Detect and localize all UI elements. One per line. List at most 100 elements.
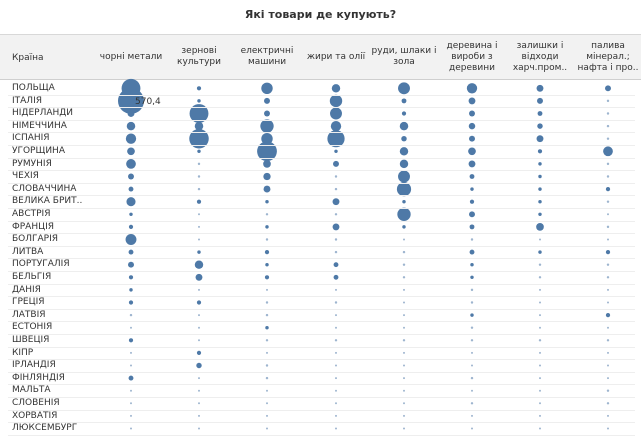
data-bubble[interactable]	[265, 199, 269, 204]
data-bubble[interactable]	[194, 260, 204, 269]
data-bubble[interactable]	[539, 351, 541, 354]
data-bubble[interactable]	[266, 402, 268, 405]
data-bubble[interactable]	[471, 427, 473, 430]
data-bubble[interactable]	[335, 351, 337, 354]
data-bubble[interactable]	[402, 276, 406, 279]
data-bubble[interactable]	[128, 224, 134, 230]
data-bubble[interactable]	[265, 325, 269, 330]
data-bubble[interactable]	[470, 275, 474, 280]
data-bubble[interactable]	[607, 213, 609, 216]
data-bubble[interactable]	[399, 159, 409, 169]
data-bubble[interactable]	[603, 146, 613, 157]
data-bubble[interactable]	[266, 389, 268, 392]
data-bubble[interactable]	[471, 351, 473, 354]
data-bubble[interactable]	[264, 249, 270, 255]
data-bubble[interactable]	[470, 238, 474, 241]
data-bubble[interactable]	[335, 364, 337, 367]
data-bubble[interactable]	[198, 339, 200, 342]
data-bubble[interactable]	[605, 186, 611, 192]
data-bubble[interactable]	[538, 199, 542, 204]
data-bubble[interactable]	[469, 249, 475, 255]
data-bubble[interactable]	[129, 212, 133, 217]
data-bubble[interactable]	[538, 162, 542, 166]
data-bubble[interactable]	[198, 238, 200, 241]
data-bubble[interactable]	[539, 364, 541, 367]
data-bubble[interactable]	[401, 111, 407, 116]
data-bubble[interactable]	[539, 314, 541, 317]
data-bubble[interactable]	[606, 263, 610, 266]
data-bubble[interactable]	[607, 238, 609, 241]
data-bubble[interactable]	[403, 238, 405, 241]
data-bubble[interactable]	[195, 273, 203, 281]
data-bubble[interactable]	[536, 135, 544, 143]
data-bubble[interactable]	[399, 147, 409, 156]
data-bubble[interactable]	[469, 199, 475, 204]
data-bubble[interactable]	[334, 187, 338, 191]
data-bubble[interactable]	[539, 402, 541, 405]
data-bubble[interactable]	[130, 414, 132, 417]
data-bubble[interactable]	[539, 326, 541, 329]
data-bubble[interactable]	[264, 110, 270, 117]
column-header[interactable]: залишки і відходи харч.пром..	[512, 40, 568, 73]
data-bubble[interactable]	[128, 275, 134, 280]
data-bubble[interactable]	[538, 339, 542, 342]
data-bubble[interactable]	[197, 175, 201, 178]
data-bubble[interactable]	[470, 402, 474, 405]
data-bubble[interactable]	[197, 149, 201, 154]
data-bubble[interactable]	[538, 212, 542, 217]
data-bubble[interactable]	[539, 301, 541, 304]
data-bubble[interactable]	[332, 223, 340, 231]
data-bubble[interactable]	[196, 86, 202, 91]
data-bubble[interactable]	[332, 198, 340, 206]
data-bubble[interactable]	[127, 147, 135, 156]
data-bubble[interactable]	[198, 326, 200, 329]
data-bubble[interactable]	[537, 149, 543, 154]
data-bubble[interactable]	[605, 85, 611, 92]
data-bubble[interactable]	[401, 135, 407, 142]
data-bubble[interactable]	[265, 301, 269, 304]
data-bubble[interactable]	[333, 160, 339, 167]
data-bubble[interactable]	[335, 402, 337, 405]
data-bubble[interactable]	[537, 97, 543, 104]
data-bubble[interactable]	[607, 351, 609, 354]
data-bubble[interactable]	[397, 207, 411, 221]
data-bubble[interactable]	[334, 238, 338, 241]
data-bubble[interactable]	[128, 186, 134, 192]
data-bubble[interactable]	[197, 250, 201, 254]
data-bubble[interactable]	[471, 389, 473, 392]
data-bubble[interactable]	[469, 224, 475, 230]
data-bubble[interactable]	[196, 300, 202, 305]
data-bubble[interactable]	[539, 389, 541, 392]
data-bubble[interactable]	[196, 362, 202, 369]
data-bubble[interactable]	[606, 162, 610, 166]
data-bubble[interactable]	[536, 223, 544, 231]
data-bubble[interactable]	[538, 276, 542, 279]
data-bubble[interactable]	[471, 414, 473, 417]
data-bubble[interactable]	[265, 238, 269, 241]
data-bubble[interactable]	[402, 199, 406, 204]
data-bubble[interactable]	[606, 175, 610, 178]
data-bubble[interactable]	[257, 141, 277, 162]
data-bubble[interactable]	[607, 326, 609, 329]
data-bubble[interactable]	[539, 427, 541, 430]
data-bubble[interactable]	[189, 128, 209, 149]
data-bubble[interactable]	[607, 288, 609, 291]
data-bubble[interactable]	[265, 313, 269, 317]
data-bubble[interactable]	[536, 84, 544, 92]
data-bubble[interactable]	[128, 338, 134, 343]
data-bubble[interactable]	[396, 182, 412, 197]
data-bubble[interactable]	[265, 262, 269, 267]
data-bubble[interactable]	[403, 402, 405, 405]
data-bubble[interactable]	[403, 301, 405, 304]
data-bubble[interactable]	[335, 326, 337, 329]
column-header[interactable]: чорні метали	[99, 51, 163, 62]
data-bubble[interactable]	[402, 339, 406, 342]
data-bubble[interactable]	[403, 414, 405, 417]
data-bubble[interactable]	[334, 339, 338, 342]
data-bubble[interactable]	[130, 402, 132, 405]
data-bubble[interactable]	[468, 122, 476, 130]
data-bubble[interactable]	[198, 377, 200, 380]
data-bubble[interactable]	[539, 414, 541, 417]
data-bubble[interactable]	[403, 389, 405, 392]
data-bubble[interactable]	[403, 326, 405, 329]
